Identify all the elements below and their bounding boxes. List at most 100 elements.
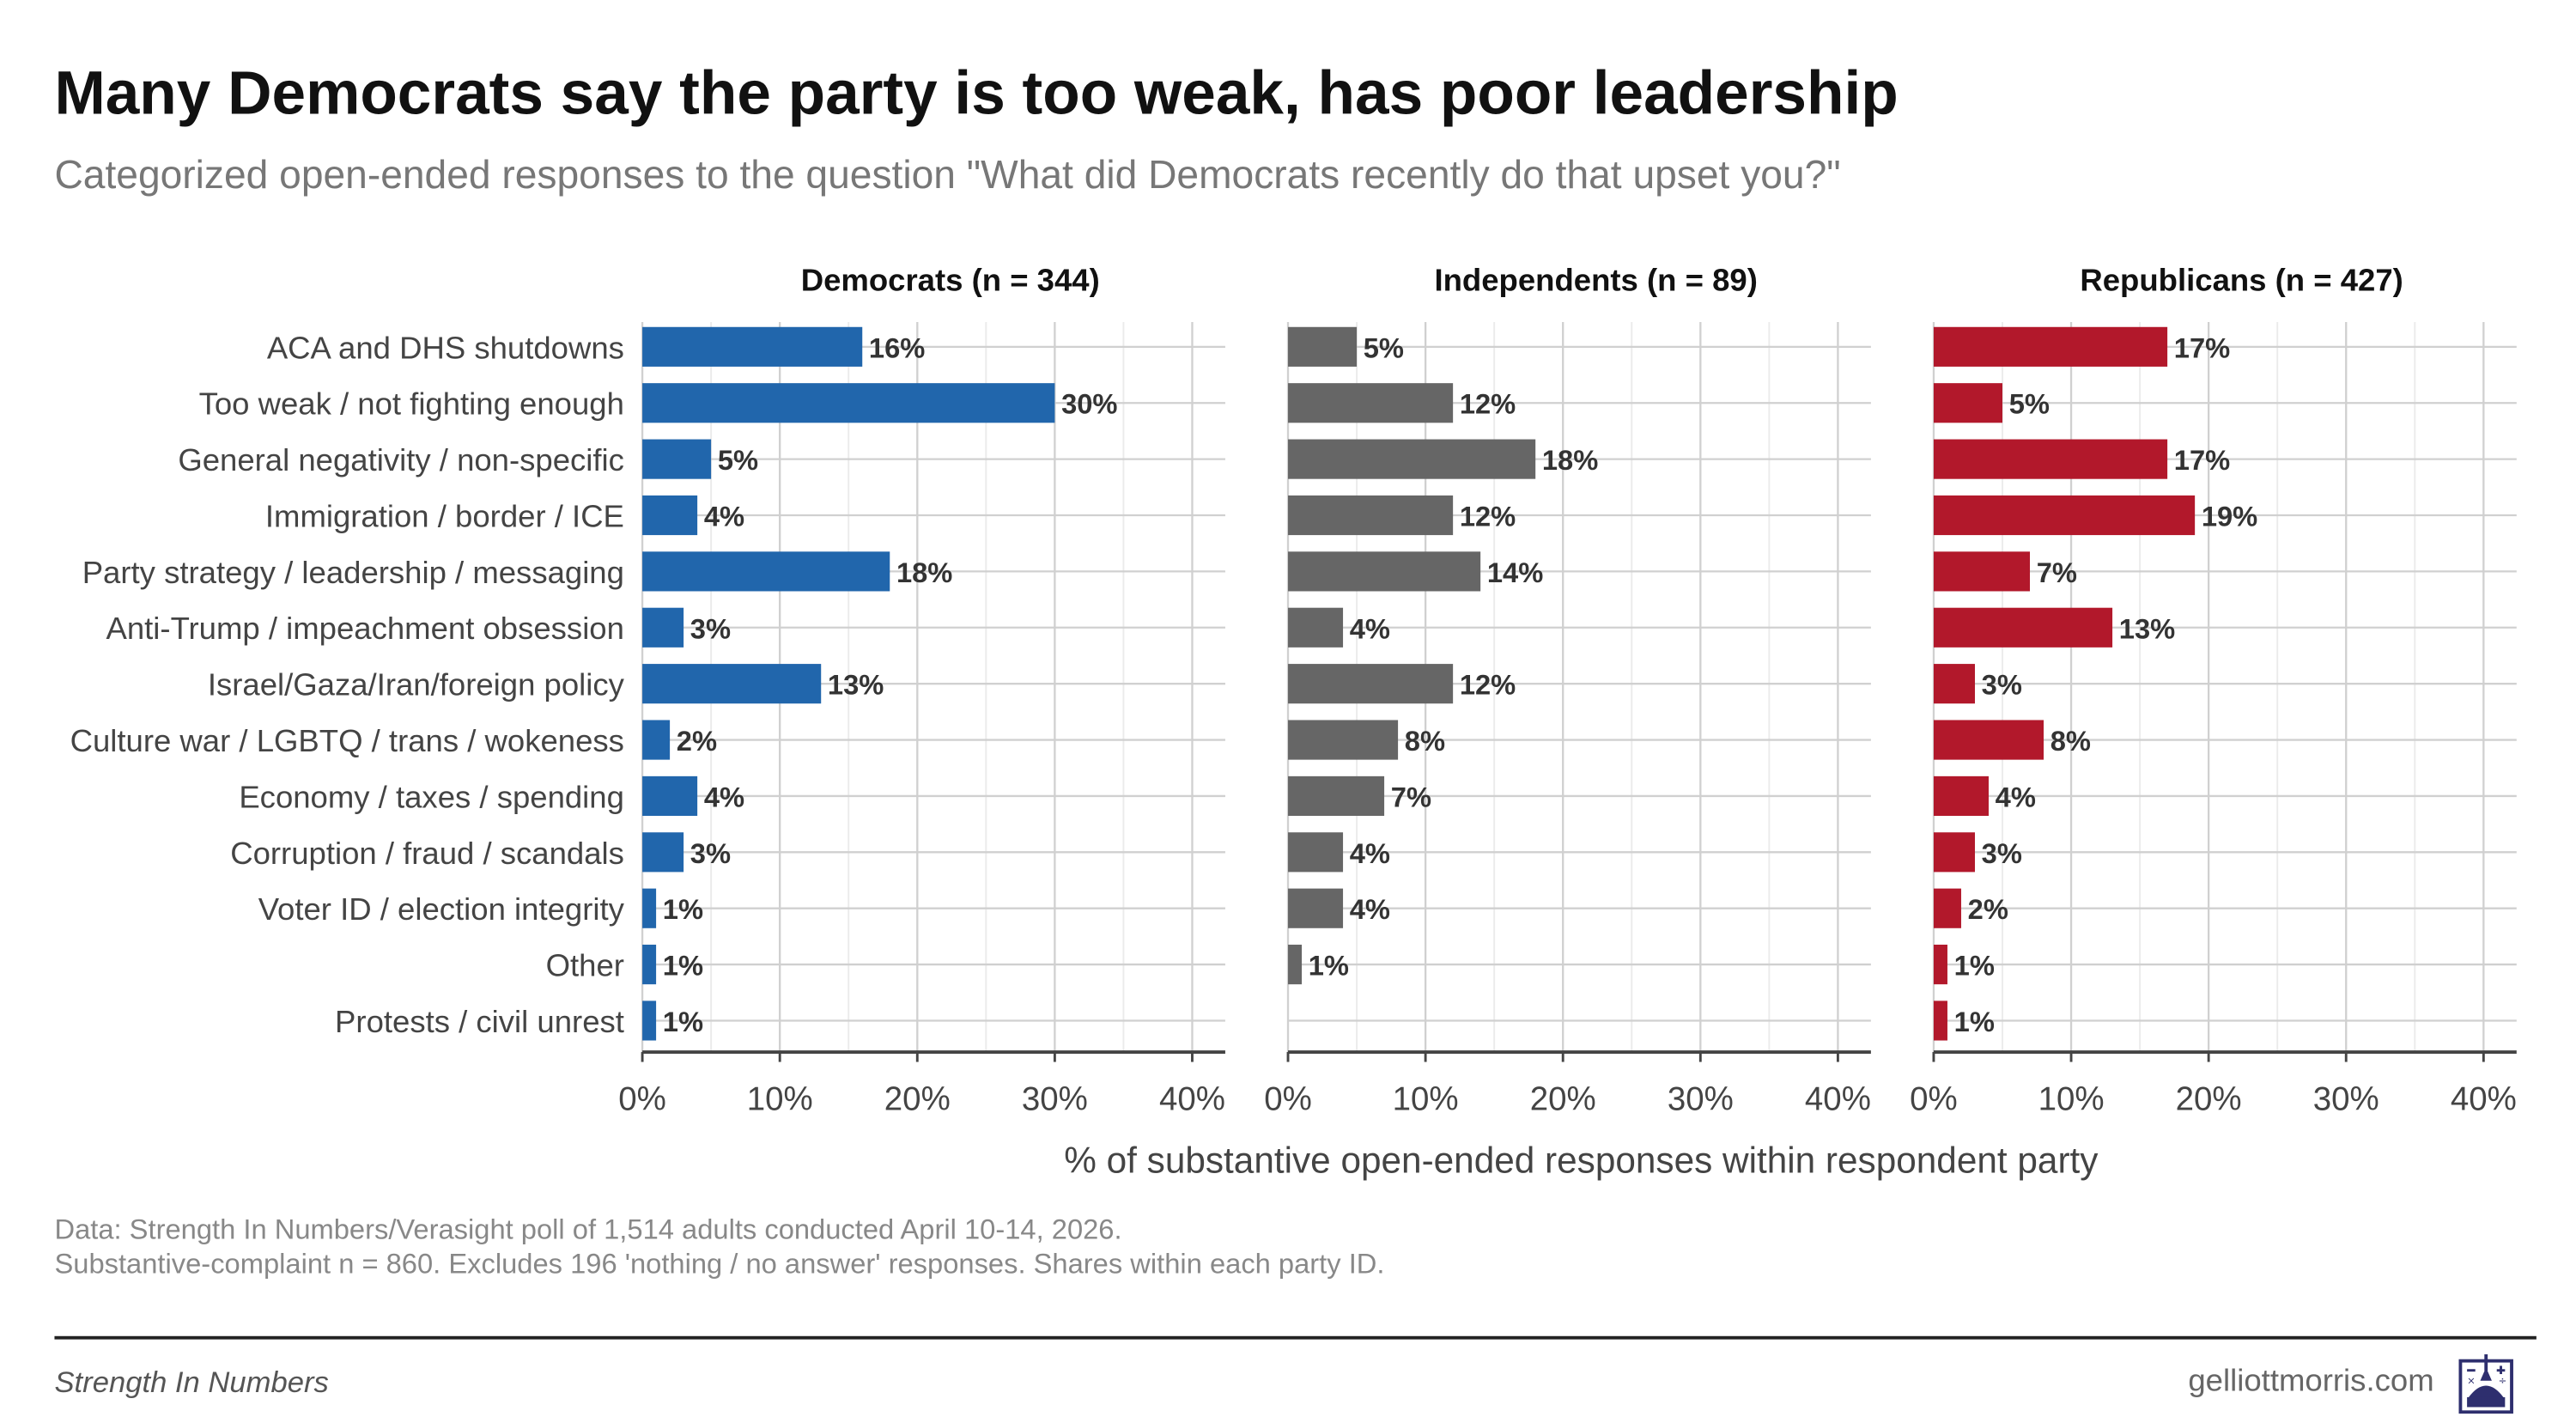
independents-tick-label: 30%: [1668, 1080, 1734, 1117]
republicans-data-label: 19%: [2202, 501, 2257, 532]
republicans-bar-protests-civil-unrest: [1933, 1000, 1947, 1041]
category-label-protests-civil-unrest: Protests / civil unrest: [335, 1004, 624, 1039]
republicans-panel-title: Republicans (n = 427): [2080, 262, 2403, 297]
footer-site-link[interactable]: gelliottmorris.com: [2188, 1364, 2434, 1399]
democrats-data-label: 5%: [718, 444, 758, 476]
democrats-data-label: 30%: [1061, 388, 1117, 420]
independents-bar-too-weak-not-fighting-enough: [1288, 383, 1454, 423]
independents-tick-label: 10%: [1393, 1080, 1459, 1117]
independents-data-label: 12%: [1460, 388, 1516, 420]
republicans-bar-immigration-border-ice: [1933, 495, 2196, 536]
republicans-bar-israel-gaza-iran-foreign-policy: [1933, 664, 1975, 704]
independents-bar-israel-gaza-iran-foreign-policy: [1288, 664, 1454, 704]
republicans-bar-too-weak-not-fighting-enough: [1933, 383, 2002, 423]
x-axis-label: % of substantive open-ended responses wi…: [1064, 1139, 2099, 1182]
republicans-tick-label: 10%: [2038, 1080, 2105, 1117]
independents-bar-general-negativity-non-specific: [1288, 439, 1536, 479]
independents-data-label: 4%: [1350, 837, 1390, 869]
democrats-tick-label: 10%: [747, 1080, 813, 1117]
category-label-immigration-border-ice: Immigration / border / ICE: [265, 498, 624, 533]
democrats-data-label: 3%: [690, 612, 731, 644]
democrats-tick-label: 30%: [1022, 1080, 1088, 1117]
republicans-data-label: 17%: [2174, 331, 2230, 363]
category-label-anti-trump-impeachment-obsession: Anti-Trump / impeachment obsession: [106, 611, 623, 646]
democrats-bar-economy-taxes-spending: [642, 775, 698, 817]
republicans-bar-party-strategy-leadership-messaging: [1933, 551, 2031, 592]
republicans-data-label: 13%: [2119, 612, 2175, 644]
independents-data-label: 5%: [1364, 331, 1404, 363]
independents-data-label: 7%: [1391, 781, 1431, 812]
category-label-party-strategy-leadership-messaging: Party strategy / leadership / messaging: [82, 555, 624, 590]
independents-data-label: 1%: [1309, 950, 1349, 982]
chart-title: Many Democrats say the party is too weak…: [54, 59, 1899, 128]
republicans-bar-corruption-fraud-scandals: [1933, 832, 1975, 873]
democrats-data-label: 18%: [896, 556, 952, 588]
republicans-data-label: 3%: [1982, 669, 2022, 701]
category-label-other: Other: [546, 948, 624, 983]
republicans-data-label: 17%: [2174, 444, 2230, 476]
independents-data-label: 18%: [1542, 444, 1598, 476]
footer-brand: Strength In Numbers: [54, 1365, 329, 1399]
independents-bar-other: [1288, 945, 1303, 985]
independents-tick-label: 20%: [1530, 1080, 1596, 1117]
republicans-data-label: 1%: [1954, 1006, 1995, 1037]
republicans-bar-voter-id-election-integrity: [1933, 888, 1961, 928]
democrats-bar-other: [642, 945, 657, 985]
svg-text:×: ×: [2467, 1375, 2476, 1387]
category-label-corruption-fraud-scandals: Corruption / fraud / scandals: [230, 836, 624, 871]
republicans-data-label: 4%: [1996, 781, 2036, 812]
republicans-bar-culture-war-lgbtq-trans-wokeness: [1933, 720, 2044, 760]
independents-data-label: 14%: [1487, 556, 1543, 588]
republicans-data-label: 5%: [2009, 388, 2050, 420]
independents-bar-immigration-border-ice: [1288, 495, 1454, 536]
republicans-tick-label: 40%: [2451, 1080, 2517, 1117]
footer-divider: [54, 1335, 2537, 1340]
democrats-data-label: 1%: [663, 1006, 703, 1037]
independents-panel-title: Independents (n = 89): [1434, 262, 1757, 297]
republicans-bar-aca-and-dhs-shutdowns: [1933, 326, 2168, 367]
chart-subtitle: Categorized open-ended responses to the …: [54, 153, 1841, 198]
republicans-bar-general-negativity-non-specific: [1933, 439, 2168, 479]
source-note: Data: Strength In Numbers/Verasight poll…: [54, 1213, 1122, 1246]
democrats-tick-label: 40%: [1159, 1080, 1225, 1117]
republicans-bar-anti-trump-impeachment-obsession: [1933, 607, 2113, 648]
republicans-data-label: 8%: [2050, 725, 2091, 757]
svg-text:÷: ÷: [2499, 1375, 2507, 1387]
republicans-bar-economy-taxes-spending: [1933, 775, 1989, 817]
democrats-bar-culture-war-lgbtq-trans-wokeness: [642, 720, 671, 760]
democrats-bar-immigration-border-ice: [642, 495, 698, 536]
democrats-tick-label: 0%: [618, 1080, 666, 1117]
democrats-bar-general-negativity-non-specific: [642, 439, 712, 479]
category-label-general-negativity-non-specific: General negativity / non-specific: [178, 442, 624, 477]
category-label-israel-gaza-iran-foreign-policy: Israel/Gaza/Iran/foreign policy: [208, 667, 625, 702]
democrats-data-label: 1%: [663, 950, 703, 982]
category-label-voter-id-election-integrity: Voter ID / election integrity: [258, 891, 625, 927]
republicans-data-label: 3%: [1982, 837, 2022, 869]
republicans-data-label: 1%: [1954, 950, 1995, 982]
democrats-data-label: 16%: [869, 331, 925, 363]
independents-tick-label: 0%: [1264, 1080, 1312, 1117]
democrats-bar-israel-gaza-iran-foreign-policy: [642, 664, 822, 704]
independents-bar-corruption-fraud-scandals: [1288, 832, 1344, 873]
democrats-bar-aca-and-dhs-shutdowns: [642, 326, 863, 367]
independents-bar-aca-and-dhs-shutdowns: [1288, 326, 1358, 367]
democrats-bar-voter-id-election-integrity: [642, 888, 657, 928]
democrats-bar-corruption-fraud-scandals: [642, 832, 684, 873]
democrats-bar-protests-civil-unrest: [642, 1000, 657, 1041]
democrats-data-label: 4%: [704, 781, 744, 812]
democrats-bar-party-strategy-leadership-messaging: [642, 551, 890, 592]
independents-data-label: 12%: [1460, 501, 1516, 532]
independents-data-label: 8%: [1405, 725, 1445, 757]
republicans-tick-label: 0%: [1910, 1080, 1958, 1117]
independents-bar-culture-war-lgbtq-trans-wokeness: [1288, 720, 1399, 760]
category-label-culture-war-lgbtq-trans-wokeness: Culture war / LGBTQ / trans / wokeness: [70, 723, 624, 758]
category-label-aca-and-dhs-shutdowns: ACA and DHS shutdowns: [267, 330, 624, 365]
category-label-economy-taxes-spending: Economy / taxes / spending: [239, 779, 624, 814]
democrats-data-label: 13%: [828, 669, 884, 701]
independents-data-label: 12%: [1460, 669, 1516, 701]
republicans-bar-other: [1933, 945, 1947, 985]
democrats-data-label: 4%: [704, 501, 744, 532]
republicans-data-label: 2%: [1968, 893, 2008, 925]
democrats-bar-too-weak-not-fighting-enough: [642, 383, 1055, 423]
